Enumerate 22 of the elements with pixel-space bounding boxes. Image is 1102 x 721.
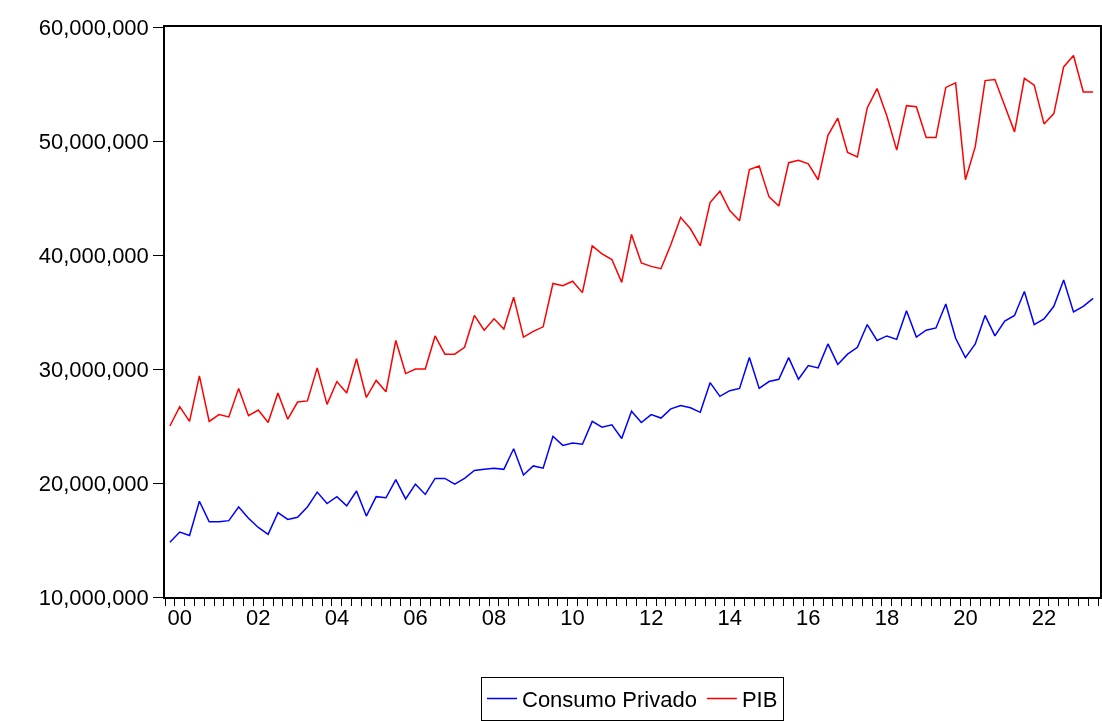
x-tick-label: 14	[717, 605, 742, 631]
x-tick-label: 16	[796, 605, 821, 631]
legend-label: PIB	[741, 687, 778, 713]
x-tick-label: 06	[403, 605, 428, 631]
line-series	[169, 279, 1094, 544]
x-tick-label: 20	[953, 605, 978, 631]
x-tick-label: 10	[560, 605, 585, 631]
y-tick-label: 60,000,000	[38, 14, 149, 40]
y-tick-label: 30,000,000	[38, 356, 149, 382]
legend-label: Consumo Privado	[522, 687, 697, 713]
y-tick-label: 10,000,000	[38, 584, 149, 610]
y-tick-label: 40,000,000	[38, 242, 149, 268]
y-tick-label: 50,000,000	[38, 128, 149, 154]
line-series	[169, 54, 1094, 427]
x-tick-label: 18	[874, 605, 900, 631]
x-tick-label: 08	[481, 605, 507, 631]
x-tick-label: 00	[167, 605, 192, 631]
x-tick-label: 22	[1031, 605, 1057, 631]
y-tick-label: 20,000,000	[38, 470, 149, 496]
x-tick-label: 02	[246, 605, 271, 631]
x-tick-label: 04	[324, 605, 350, 631]
x-tick-label: 12	[638, 605, 664, 631]
